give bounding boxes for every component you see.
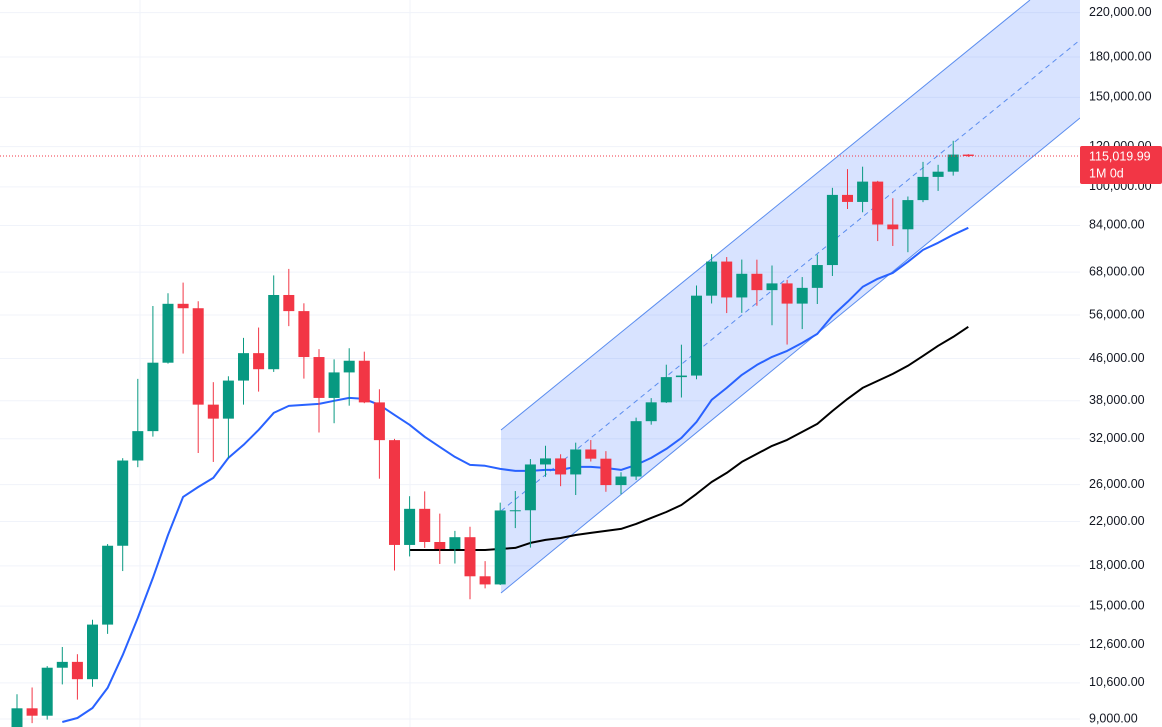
candle-body bbox=[343, 360, 355, 373]
candle-body bbox=[857, 181, 869, 202]
channel-upper bbox=[500, 0, 1031, 431]
candle-body bbox=[932, 171, 944, 177]
candle-body bbox=[26, 708, 38, 716]
candle-body bbox=[41, 667, 53, 716]
y-tick-label: 32,000.00 bbox=[1089, 431, 1145, 445]
y-tick-label: 26,000.00 bbox=[1089, 477, 1145, 491]
candle-body bbox=[222, 380, 234, 419]
candle-body bbox=[706, 261, 718, 296]
axis-bg bbox=[1080, 0, 1162, 727]
candle-body bbox=[117, 460, 129, 546]
candle-body bbox=[962, 154, 974, 156]
candle-body bbox=[736, 273, 748, 298]
candle-body bbox=[494, 510, 506, 585]
candle-body bbox=[872, 181, 884, 225]
y-tick-label: 22,000.00 bbox=[1089, 514, 1145, 528]
candle-body bbox=[555, 458, 567, 475]
candle-body bbox=[313, 357, 325, 398]
candle-body bbox=[268, 294, 280, 370]
grid bbox=[0, 0, 1080, 727]
candle-body bbox=[902, 200, 914, 230]
candle-body bbox=[162, 303, 174, 363]
candle-body bbox=[615, 476, 627, 486]
candle-body bbox=[509, 510, 521, 512]
candle-body bbox=[917, 176, 929, 201]
candle-body bbox=[570, 449, 582, 475]
candle-body bbox=[207, 404, 219, 419]
candle-body bbox=[298, 311, 310, 358]
candle-body bbox=[540, 458, 551, 465]
candle-body bbox=[102, 545, 114, 625]
candle-body bbox=[449, 537, 461, 550]
candle-body bbox=[11, 708, 23, 727]
y-tick-label: 180,000.00 bbox=[1089, 49, 1152, 63]
candle-body bbox=[721, 261, 733, 298]
candle-body bbox=[177, 303, 189, 309]
y-tick-label: 150,000.00 bbox=[1089, 90, 1152, 104]
candle-body bbox=[464, 537, 476, 577]
candle-body bbox=[71, 661, 83, 680]
last-price-label: 115,019.99 bbox=[1089, 149, 1151, 163]
candle-body bbox=[766, 283, 778, 291]
candle-body bbox=[328, 372, 340, 398]
candle-body bbox=[947, 154, 959, 172]
price-axis: 9,000.00 10,600.00 12,600.00 15,000.00 18,00… bbox=[1080, 0, 1162, 727]
countdown: 1M 0d bbox=[1089, 166, 1124, 180]
channel-mid bbox=[500, 39, 1081, 512]
candle-body bbox=[147, 362, 159, 432]
candle-body bbox=[419, 508, 431, 543]
candle-body bbox=[600, 458, 612, 486]
candle-body bbox=[645, 402, 657, 422]
candle-body bbox=[373, 402, 385, 441]
y-tick-label: 56,000.00 bbox=[1089, 307, 1145, 321]
y-tick-label: 15,000.00 bbox=[1089, 598, 1145, 612]
candle-body bbox=[585, 449, 597, 459]
price-box-bg bbox=[1080, 146, 1162, 184]
candle-body bbox=[358, 360, 370, 403]
y-tick-label: 38,000.00 bbox=[1089, 393, 1145, 407]
candle-body bbox=[796, 287, 808, 304]
candle-body bbox=[389, 440, 400, 545]
candle-body bbox=[253, 353, 265, 370]
candle-body bbox=[404, 508, 416, 545]
candle-body bbox=[660, 377, 672, 403]
candle-body bbox=[811, 265, 823, 288]
candle-body bbox=[751, 273, 763, 291]
candle-body bbox=[887, 224, 899, 230]
candle-body bbox=[842, 194, 853, 202]
y-tick-label: 18,000.00 bbox=[1089, 558, 1145, 572]
y-tick-label: 9,000.00 bbox=[1089, 711, 1138, 725]
y-tick-label: 10,600.00 bbox=[1089, 675, 1145, 689]
channel-lower bbox=[500, 117, 1081, 594]
candle-body bbox=[434, 542, 446, 550]
candle-body bbox=[630, 421, 642, 477]
candle-body bbox=[826, 194, 838, 266]
candle-body bbox=[132, 431, 144, 461]
y-tick-label: 46,000.00 bbox=[1089, 351, 1145, 365]
y-tick-label: 84,000.00 bbox=[1089, 218, 1145, 232]
candle-body bbox=[87, 624, 98, 680]
candle-body bbox=[675, 375, 687, 378]
candle-body bbox=[238, 353, 249, 381]
y-tick-label: 12,600.00 bbox=[1089, 637, 1145, 651]
candle-body bbox=[192, 308, 204, 405]
candle-body bbox=[283, 294, 295, 312]
candle-body bbox=[56, 661, 68, 668]
candle-body bbox=[781, 283, 793, 304]
moving-average bbox=[62, 226, 969, 723]
candle-body bbox=[479, 576, 491, 585]
candle-body bbox=[691, 295, 702, 376]
last-price-box: 115,019.99 1M 0d bbox=[1080, 146, 1162, 184]
candle-body bbox=[524, 464, 536, 511]
y-tick-label: 68,000.00 bbox=[1089, 264, 1145, 278]
y-tick-label: 220,000.00 bbox=[1089, 5, 1152, 19]
plot bbox=[0, 140, 1080, 727]
